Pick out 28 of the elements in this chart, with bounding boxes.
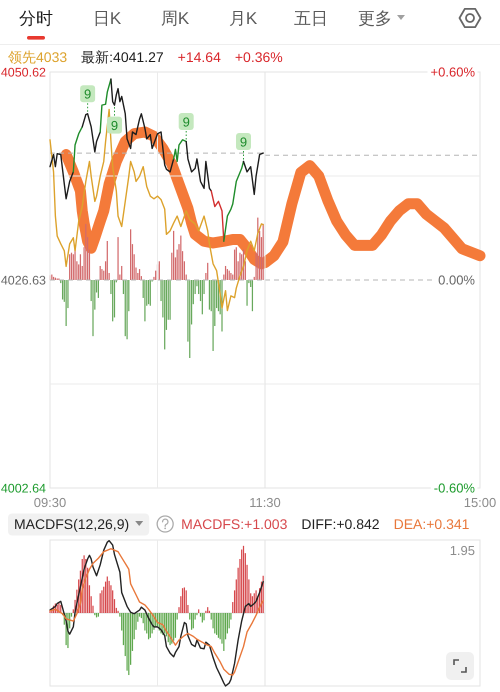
annotation: 9	[110, 118, 118, 133]
chart-title: MACDFS(12,26,9)	[14, 516, 130, 532]
text: +0.36%	[234, 49, 283, 65]
text: 更多	[358, 9, 392, 28]
y-tick-label: 4050.62	[0, 66, 46, 80]
y-tick-label: +0.60%	[430, 64, 476, 80]
text: 领先4033	[8, 49, 68, 65]
text: 五日	[294, 9, 328, 28]
annotation: 9	[84, 86, 92, 102]
annotation: 9	[182, 114, 190, 130]
text: 月K	[228, 9, 258, 28]
text: 日K	[92, 9, 122, 28]
text: 分时	[19, 9, 53, 28]
text: +14.64	[178, 49, 222, 65]
x-tick-label: 11:30	[249, 495, 281, 510]
text: DEA:+0.341	[394, 516, 470, 532]
text: 最新:4041.27	[81, 49, 164, 65]
annotation: 9	[240, 134, 248, 150]
series-label: MACDFS:+1.003	[181, 516, 288, 532]
text: DIFF:+0.842	[301, 516, 380, 532]
y-tick-label: 4002.64	[0, 482, 46, 496]
x-tick-label: 09:30	[34, 495, 66, 510]
y-tick-label: 4026.63	[0, 274, 46, 288]
text: 1.95	[450, 543, 475, 558]
text: 周K	[160, 9, 190, 28]
x-tick-label: 15:00	[464, 495, 496, 510]
y-tick-label: -0.60%	[434, 480, 476, 496]
y-tick-label: 0.00%	[438, 272, 476, 288]
